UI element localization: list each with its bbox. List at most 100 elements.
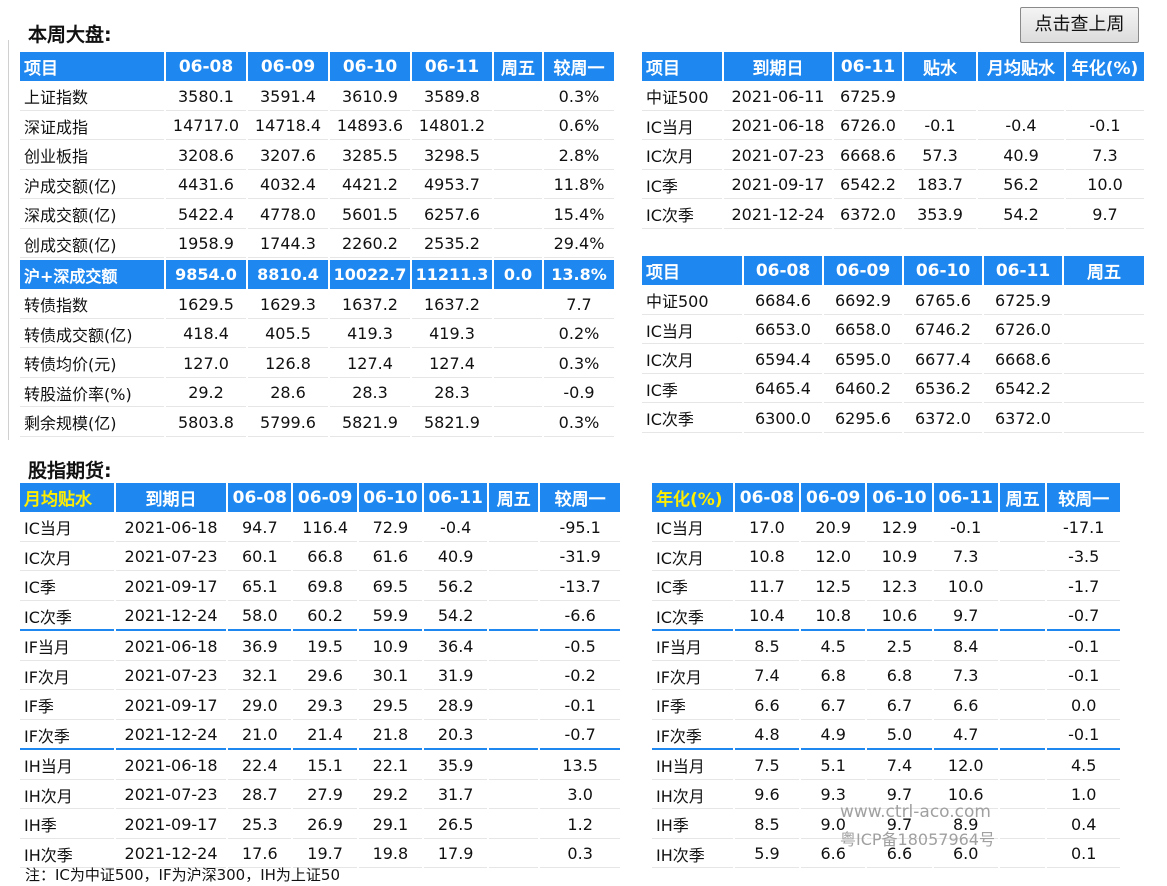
row-label: 上证指数: [20, 83, 164, 111]
table-cell: 22.1: [358, 752, 423, 780]
table-cell: 29.6: [293, 663, 357, 690]
row-label: 沪成交额(亿): [20, 172, 164, 199]
table-cell: 13.8%: [544, 260, 614, 289]
table-cell: 12.3: [867, 573, 932, 601]
table-row: IC次月 2021-07-23 6668.6 57.3 40.9 7.3: [642, 142, 1144, 170]
table-cell: 10.9: [867, 544, 932, 571]
market-table: 项目 06-08 06-09 06-10 06-11 周五 较周一 上证指数 3580.1 35…: [18, 50, 616, 439]
table-cell: 29.4%: [544, 231, 614, 258]
table-cell: 353.9: [904, 201, 976, 229]
annualized-table-header: 年化(%) 06-08 06-09 06-10 06-11 周五 较周一: [652, 483, 1120, 512]
table-cell: [489, 782, 539, 809]
table-cell: 29.2: [358, 782, 423, 809]
table-row: IF次月 2021-07-23 32.1 29.6 30.1 31.9 -0.2: [20, 663, 620, 690]
table-cell: 19.5: [293, 633, 357, 661]
row-label: IF当月: [20, 633, 114, 661]
table-cell: 1637.2: [330, 291, 410, 319]
table-row: IF当月 2021-06-18 36.9 19.5 10.9 36.4 -0.5: [20, 633, 620, 661]
column-header: 项目: [642, 256, 742, 285]
table-cell: [494, 350, 542, 378]
market-table-header: 项目 06-08 06-09 06-10 06-11 周五 较周一: [20, 52, 614, 81]
table-cell: -0.1: [933, 514, 998, 542]
table-cell: 12.5: [801, 573, 866, 601]
table-cell: 7.7: [544, 291, 614, 319]
table-cell: -0.7: [1047, 603, 1120, 631]
table-row: IC次季 10.4 10.8 10.6 9.7 -0.7: [652, 603, 1120, 631]
table-cell: 10.9: [358, 633, 423, 661]
table-cell: 20.3: [424, 722, 488, 750]
table-cell: 4032.4: [248, 172, 328, 199]
watermark-icp: 粤ICP备18057964号: [840, 830, 995, 849]
row-label: IC当月: [652, 514, 733, 542]
column-header: 06-10: [904, 256, 982, 285]
table-cell: [978, 83, 1064, 111]
row-label: 转股溢价率(%): [20, 380, 164, 407]
table-cell: 6372.0: [834, 201, 902, 229]
table-cell: [999, 544, 1046, 571]
table-cell: 10.6: [933, 782, 998, 809]
weekly-section-title: 本周大盘:: [28, 24, 112, 46]
table-cell: 60.2: [293, 603, 357, 631]
table-cell: [999, 692, 1046, 720]
annualized-table: 年化(%) 06-08 06-09 06-10 06-11 周五 较周一 IC当月 17.0 2…: [650, 481, 1122, 870]
row-label: 中证500: [642, 83, 722, 111]
table-cell: 8.5: [734, 811, 800, 839]
table-cell: 15.4%: [544, 201, 614, 229]
table-cell: 2021-12-24: [115, 722, 227, 750]
table-cell: 12.9: [867, 514, 932, 542]
column-header: 06-09: [248, 52, 328, 81]
table-cell: 1958.9: [166, 231, 246, 258]
table-cell: [494, 113, 542, 140]
column-header: 较周一: [540, 483, 620, 512]
table-cell: 5803.8: [166, 409, 246, 437]
table-cell: -6.6: [540, 603, 620, 631]
table-cell: [489, 841, 539, 868]
row-label: IC次季: [642, 405, 742, 433]
table-cell: 2260.2: [330, 231, 410, 258]
table-cell: 10.0: [1066, 172, 1144, 199]
table-cell: -0.7: [540, 722, 620, 750]
table-cell: 2021-06-18: [115, 752, 227, 780]
table-cell: 10022.7: [330, 260, 410, 289]
column-header: 月均贴水: [20, 483, 114, 512]
table-cell: 21.0: [228, 722, 292, 750]
table-cell: 2021-07-23: [724, 142, 832, 170]
column-header: 06-09: [293, 483, 357, 512]
prev-week-button[interactable]: 点击查上周: [1020, 7, 1139, 43]
table-cell: [999, 782, 1046, 809]
table-cell: 4.8: [734, 722, 800, 750]
table-cell: 116.4: [293, 514, 357, 542]
column-header: 06-10: [867, 483, 932, 512]
table-cell: 2.5: [867, 633, 932, 661]
table-cell: [489, 752, 539, 780]
table-cell: 29.3: [293, 692, 357, 720]
table-row: 转债成交额(亿) 418.4 405.5 419.3 419.3 0.2%: [20, 321, 614, 348]
row-label: IF次月: [20, 663, 114, 690]
table-cell: 54.2: [978, 201, 1064, 229]
table-cell: 9.7: [933, 603, 998, 631]
row-label: IF次季: [20, 722, 114, 750]
table-cell: [494, 201, 542, 229]
table-cell: 6677.4: [904, 346, 982, 374]
table-cell: [494, 409, 542, 437]
table-cell: 65.1: [228, 573, 292, 601]
column-header: 06-08: [744, 256, 822, 285]
row-label: IC次月: [642, 142, 722, 170]
table-cell: 12.0: [933, 752, 998, 780]
row-label: IC季: [642, 376, 742, 403]
table-cell: [494, 321, 542, 348]
row-label: 剩余规模(亿): [20, 409, 164, 437]
table-cell: 8.5: [734, 633, 800, 661]
table-cell: [999, 573, 1046, 601]
table-cell: 17.9: [424, 841, 488, 868]
table-cell: 6726.0: [984, 317, 1062, 344]
table-cell: [999, 663, 1046, 690]
table-cell: 4953.7: [412, 172, 492, 199]
table-cell: 15.1: [293, 752, 357, 780]
table-row: IC当月 2021-06-18 94.7 116.4 72.9 -0.4 -95.1: [20, 514, 620, 542]
table-cell: 28.7: [228, 782, 292, 809]
table-cell: 6725.9: [984, 287, 1062, 315]
table-cell: 9.7: [867, 782, 932, 809]
table-cell: 56.2: [978, 172, 1064, 199]
table-cell: 40.9: [978, 142, 1064, 170]
